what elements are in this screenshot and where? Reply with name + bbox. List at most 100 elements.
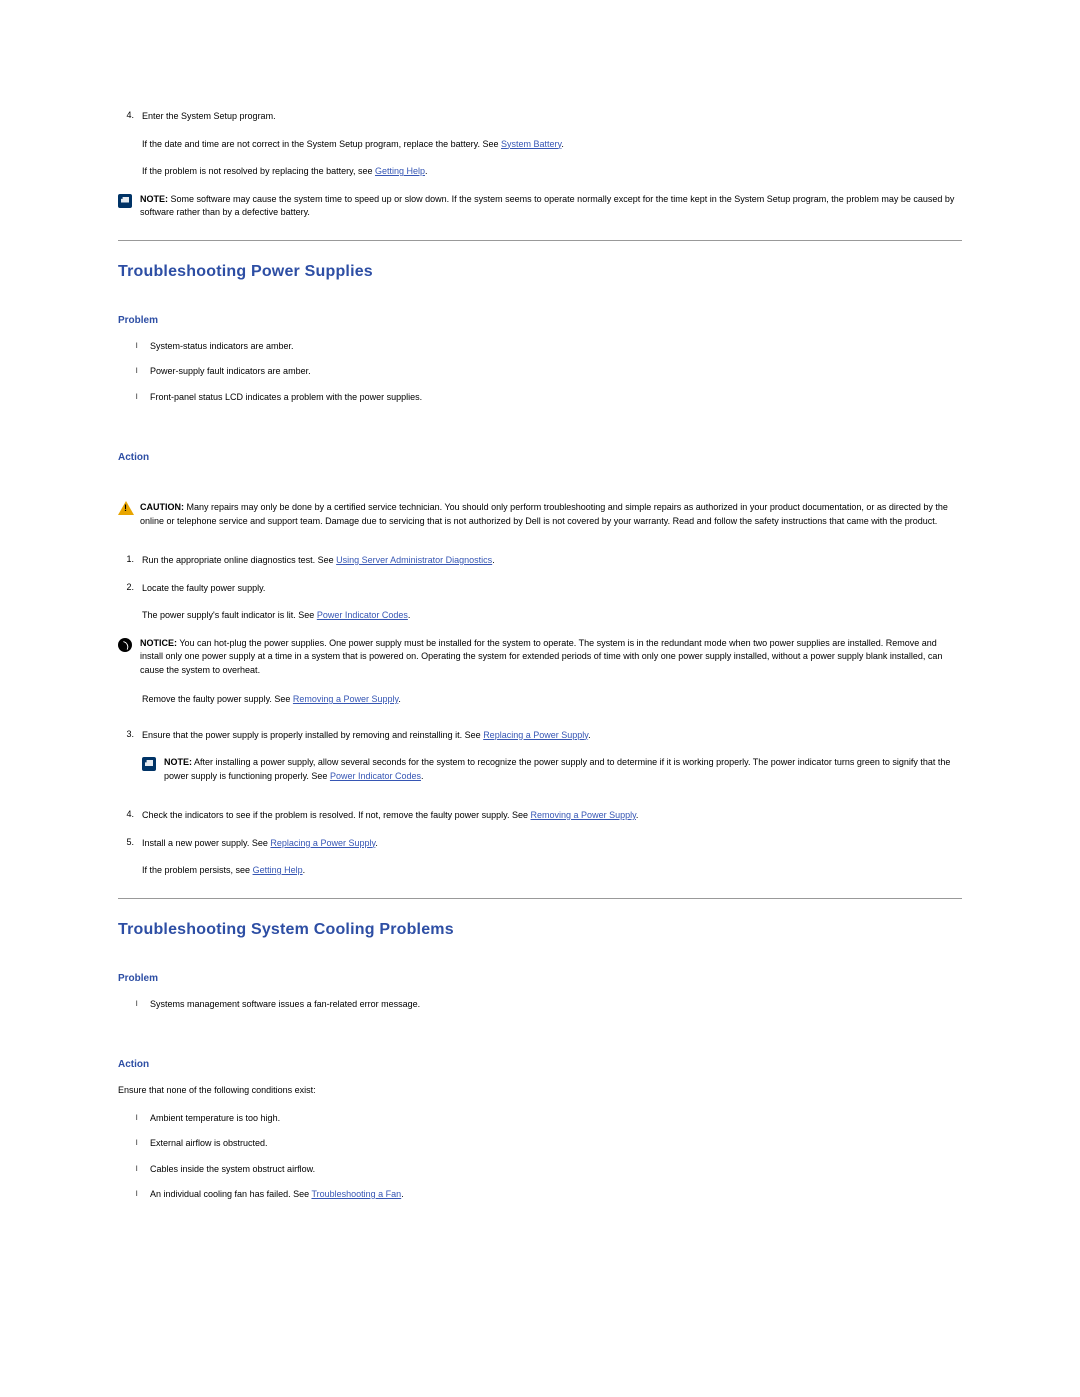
subheading-action: Action <box>118 452 962 463</box>
subheading-problem: Problem <box>118 973 962 984</box>
text-run: . <box>375 838 378 848</box>
step-body: Install a new power supply. See Replacin… <box>142 837 962 878</box>
text-run: Remove the faulty power supply. See <box>142 694 293 704</box>
note-block: NOTE: Some software may cause the system… <box>118 193 962 220</box>
ordered-step: 1. Run the appropriate online diagnostic… <box>118 554 962 568</box>
list-item: Ambient temperature is too high. <box>118 1112 962 1126</box>
notice-text: NOTICE: You can hot-plug the power suppl… <box>140 637 962 678</box>
text-run: Many repairs may only be done by a certi… <box>140 502 948 526</box>
text-run: . <box>401 1189 404 1199</box>
link-removing-power-supply[interactable]: Removing a Power Supply <box>293 694 398 704</box>
ordered-step: 2. Locate the faulty power supply. The p… <box>118 582 962 623</box>
notice-block: NOTICE: You can hot-plug the power suppl… <box>118 637 962 678</box>
step-number: 1. <box>118 554 142 568</box>
text-run: You can hot-plug the power supplies. One… <box>140 638 942 675</box>
paragraph: Ensure that none of the following condit… <box>118 1084 962 1098</box>
ordered-step: 5. Install a new power supply. See Repla… <box>118 837 962 878</box>
step-body: Run the appropriate online diagnostics t… <box>142 554 962 568</box>
notice-icon <box>118 638 132 652</box>
text-run: Install a new power supply. See <box>142 838 270 848</box>
text-run: . <box>588 730 591 740</box>
caution-icon <box>118 501 134 515</box>
step-text: If the problem is not resolved by replac… <box>142 165 962 179</box>
caution-text: CAUTION: Many repairs may only be done b… <box>140 501 962 528</box>
note-icon <box>142 757 156 771</box>
step-text: Check the indicators to see if the probl… <box>142 809 962 823</box>
step-body: Check the indicators to see if the probl… <box>142 809 962 823</box>
section-divider <box>118 240 962 241</box>
link-getting-help[interactable]: Getting Help <box>375 166 425 176</box>
step-text: If the problem persists, see Getting Hel… <box>142 864 962 878</box>
note-icon <box>118 194 132 208</box>
text-run: The power supply's fault indicator is li… <box>142 610 317 620</box>
text-run: Run the appropriate online diagnostics t… <box>142 555 336 565</box>
link-replacing-power-supply[interactable]: Replacing a Power Supply <box>270 838 375 848</box>
caution-block: CAUTION: Many repairs may only be done b… <box>118 501 962 528</box>
text-run: . <box>492 555 495 565</box>
step-number: 5. <box>118 837 142 878</box>
link-replacing-power-supply[interactable]: Replacing a Power Supply <box>483 730 588 740</box>
step-body: Enter the System Setup program. If the d… <box>142 110 962 179</box>
link-removing-power-supply[interactable]: Removing a Power Supply <box>531 810 636 820</box>
list-item: An individual cooling fan has failed. Se… <box>118 1188 962 1202</box>
link-power-indicator-codes[interactable]: Power Indicator Codes <box>330 771 421 781</box>
list-item: Front-panel status LCD indicates a probl… <box>118 391 962 405</box>
step-number: 4. <box>118 809 142 823</box>
link-getting-help[interactable]: Getting Help <box>253 865 303 875</box>
notice-label: NOTICE: <box>140 638 177 648</box>
text-run: . <box>425 166 428 176</box>
subheading-action: Action <box>118 1059 962 1070</box>
note-label: NOTE: <box>164 757 192 767</box>
text-run: . <box>408 610 411 620</box>
section-divider <box>118 898 962 899</box>
link-power-indicator-codes[interactable]: Power Indicator Codes <box>317 610 408 620</box>
step-text: Enter the System Setup program. <box>142 110 962 124</box>
text-run: If the date and time are not correct in … <box>142 139 501 149</box>
text-run: After installing a power supply, allow s… <box>164 757 950 781</box>
paragraph: Remove the faulty power supply. See Remo… <box>118 693 962 707</box>
link-troubleshooting-fan[interactable]: Troubleshooting a Fan <box>311 1189 401 1199</box>
step-text: Run the appropriate online diagnostics t… <box>142 554 962 568</box>
list-item: Power-supply fault indicators are amber. <box>118 365 962 379</box>
problem-list: Systems management software issues a fan… <box>118 998 962 1012</box>
note-text: NOTE: Some software may cause the system… <box>140 193 962 220</box>
note-text: NOTE: After installing a power supply, a… <box>164 756 962 783</box>
step-text: The power supply's fault indicator is li… <box>142 609 962 623</box>
text-run: If the problem persists, see <box>142 865 253 875</box>
subheading-problem: Problem <box>118 315 962 326</box>
text-run: . <box>303 865 306 875</box>
step-body: Ensure that the power supply is properly… <box>142 729 962 743</box>
problem-list: System-status indicators are amber. Powe… <box>118 340 962 405</box>
section-heading-power-supplies: Troubleshooting Power Supplies <box>118 263 962 281</box>
list-item: External airflow is obstructed. <box>118 1137 962 1151</box>
text-run: . <box>421 771 424 781</box>
text-run: . <box>636 810 639 820</box>
text-run: If the problem is not resolved by replac… <box>142 166 375 176</box>
ordered-step: 4. Enter the System Setup program. If th… <box>118 110 962 179</box>
step-text: Install a new power supply. See Replacin… <box>142 837 962 851</box>
note-block: NOTE: After installing a power supply, a… <box>142 756 962 783</box>
text-run: . <box>561 139 564 149</box>
step-number: 2. <box>118 582 142 623</box>
step-text: Ensure that the power supply is properly… <box>142 729 962 743</box>
text-run: Ensure that the power supply is properly… <box>142 730 483 740</box>
note-label: NOTE: <box>140 194 168 204</box>
link-server-admin-diagnostics[interactable]: Using Server Administrator Diagnostics <box>336 555 492 565</box>
text-run: Check the indicators to see if the probl… <box>142 810 531 820</box>
step-text: If the date and time are not correct in … <box>142 138 962 152</box>
caution-label: CAUTION: <box>140 502 184 512</box>
text-run: An individual cooling fan has failed. Se… <box>150 1189 311 1199</box>
section-heading-cooling-problems: Troubleshooting System Cooling Problems <box>118 921 962 939</box>
document-page: 4. Enter the System Setup program. If th… <box>0 0 1080 1332</box>
step-text: Locate the faulty power supply. <box>142 582 962 596</box>
list-item: System-status indicators are amber. <box>118 340 962 354</box>
ordered-step: 4. Check the indicators to see if the pr… <box>118 809 962 823</box>
step-body: Locate the faulty power supply. The powe… <box>142 582 962 623</box>
step-number: 3. <box>118 729 142 743</box>
text-run: Some software may cause the system time … <box>140 194 954 218</box>
conditions-list: Ambient temperature is too high. Externa… <box>118 1112 962 1202</box>
ordered-step: 3. Ensure that the power supply is prope… <box>118 729 962 743</box>
text-run: . <box>398 694 401 704</box>
link-system-battery[interactable]: System Battery <box>501 139 561 149</box>
step-number: 4. <box>118 110 142 179</box>
